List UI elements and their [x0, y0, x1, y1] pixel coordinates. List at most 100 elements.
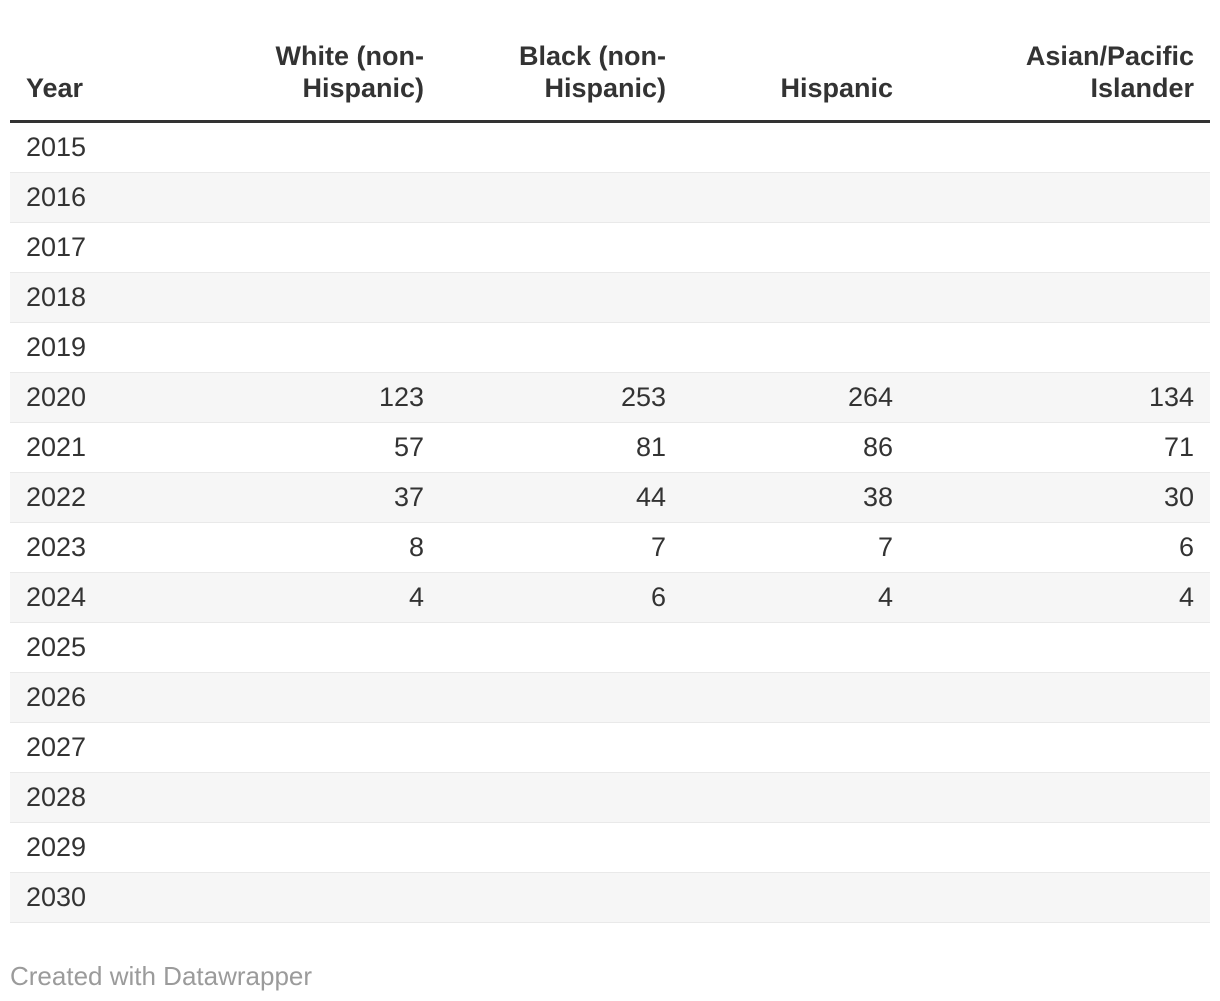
- table-row: 2026: [10, 672, 1210, 723]
- value-cell: 38: [682, 472, 909, 523]
- value-cell: 264: [682, 372, 909, 423]
- column-header: Asian/Pacific Islander: [909, 0, 1210, 123]
- year-cell: 2025: [10, 622, 190, 673]
- table-row: 2022 37 44 38 30: [10, 472, 1210, 523]
- value-cell: [682, 772, 909, 823]
- column-header: White (non- Hispanic): [190, 0, 440, 123]
- value-cell: [440, 772, 682, 823]
- value-cell: [190, 722, 440, 773]
- value-cell: [440, 322, 682, 373]
- value-cell: [909, 322, 1210, 373]
- year-cell: 2022: [10, 472, 190, 523]
- value-cell: [682, 222, 909, 273]
- value-cell: [682, 822, 909, 873]
- table-row: 2029: [10, 822, 1210, 873]
- year-cell: 2027: [10, 722, 190, 773]
- value-cell: 7: [440, 522, 682, 573]
- column-header: Year: [10, 0, 190, 123]
- value-cell: [909, 722, 1210, 773]
- value-cell: [190, 172, 440, 223]
- value-cell: [190, 272, 440, 323]
- value-cell: [682, 722, 909, 773]
- value-cell: [190, 772, 440, 823]
- value-cell: 4: [682, 572, 909, 623]
- value-cell: [909, 172, 1210, 223]
- table-row: 2017: [10, 222, 1210, 273]
- value-cell: [682, 272, 909, 323]
- value-cell: 71: [909, 422, 1210, 473]
- value-cell: 4: [190, 572, 440, 623]
- value-cell: 57: [190, 422, 440, 473]
- value-cell: [440, 722, 682, 773]
- year-cell: 2026: [10, 672, 190, 723]
- value-cell: [682, 121, 909, 173]
- value-cell: [190, 622, 440, 673]
- year-cell: 2019: [10, 322, 190, 373]
- value-cell: [909, 772, 1210, 823]
- year-cell: 2030: [10, 872, 190, 923]
- year-cell: 2020: [10, 372, 190, 423]
- value-cell: [682, 172, 909, 223]
- value-cell: [440, 121, 682, 173]
- year-cell: 2016: [10, 172, 190, 223]
- value-cell: [909, 872, 1210, 923]
- value-cell: [190, 672, 440, 723]
- year-cell: 2018: [10, 272, 190, 323]
- table-header-row: Year White (non- Hispanic) Black (non- His…: [10, 0, 1210, 123]
- table-row: 2024 4 6 4 4: [10, 572, 1210, 623]
- value-cell: 6: [440, 572, 682, 623]
- datawrapper-credit-link[interactable]: Created with Datawrapper: [10, 961, 313, 991]
- year-cell: 2015: [10, 121, 190, 173]
- table-row: 2018: [10, 272, 1210, 323]
- year-cell: 2029: [10, 822, 190, 873]
- table-header: Year White (non- Hispanic) Black (non- His…: [10, 0, 1210, 123]
- table-row: 2030: [10, 872, 1210, 923]
- value-cell: 44: [440, 472, 682, 523]
- table-row: 2015: [10, 121, 1210, 173]
- year-cell: 2023: [10, 522, 190, 573]
- table-row: 2021 57 81 86 71: [10, 422, 1210, 473]
- table-row: 2027: [10, 722, 1210, 773]
- year-cell: 2028: [10, 772, 190, 823]
- table-row: 2016: [10, 172, 1210, 223]
- value-cell: 37: [190, 472, 440, 523]
- year-cell: 2024: [10, 572, 190, 623]
- value-cell: [190, 872, 440, 923]
- value-cell: 8: [190, 522, 440, 573]
- value-cell: [909, 121, 1210, 173]
- value-cell: 86: [682, 422, 909, 473]
- table-row: 2020 123 253 264 134: [10, 372, 1210, 423]
- value-cell: 134: [909, 372, 1210, 423]
- value-cell: [440, 672, 682, 723]
- value-cell: [909, 622, 1210, 673]
- value-cell: [190, 121, 440, 173]
- value-cell: [440, 172, 682, 223]
- value-cell: [909, 672, 1210, 723]
- value-cell: 4: [909, 572, 1210, 623]
- value-cell: [909, 222, 1210, 273]
- value-cell: [190, 822, 440, 873]
- value-cell: [190, 222, 440, 273]
- value-cell: [682, 672, 909, 723]
- table-row: 2025: [10, 622, 1210, 673]
- value-cell: [682, 322, 909, 373]
- table-row: 2019: [10, 322, 1210, 373]
- value-cell: 6: [909, 522, 1210, 573]
- value-cell: [909, 822, 1210, 873]
- value-cell: 253: [440, 372, 682, 423]
- footer: Created with Datawrapper: [10, 961, 1210, 1001]
- value-cell: [440, 272, 682, 323]
- value-cell: 30: [909, 472, 1210, 523]
- value-cell: [909, 272, 1210, 323]
- value-cell: [682, 622, 909, 673]
- table-body: 2015 2016 2017 2018 2019 2020 123 253 264 134 2021…: [10, 121, 1210, 923]
- year-cell: 2017: [10, 222, 190, 273]
- column-header: Hispanic: [682, 0, 909, 123]
- value-cell: 81: [440, 422, 682, 473]
- year-cell: 2021: [10, 422, 190, 473]
- value-cell: [682, 872, 909, 923]
- column-header: Black (non- Hispanic): [440, 0, 682, 123]
- value-cell: [440, 222, 682, 273]
- table-row: 2023 8 7 7 6: [10, 522, 1210, 573]
